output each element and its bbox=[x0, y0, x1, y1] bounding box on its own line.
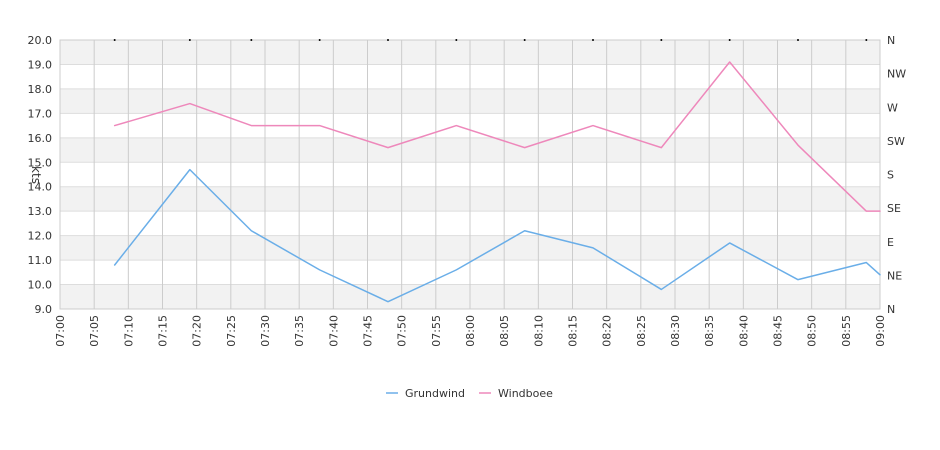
direction-marker bbox=[387, 39, 389, 41]
x-tick-label: 07:10 bbox=[122, 315, 135, 347]
direction-tick-label: SW bbox=[887, 135, 905, 148]
plot-frame bbox=[59, 39, 881, 310]
x-tick-label: 07:15 bbox=[157, 315, 170, 347]
y-tick-label: 14.0 bbox=[28, 181, 53, 194]
x-tick-label: 07:25 bbox=[225, 315, 238, 347]
direction-marker bbox=[660, 39, 663, 41]
x-tick-label: 08:00 bbox=[464, 315, 477, 347]
legend-item-grundwind: Grundwind bbox=[405, 387, 465, 400]
x-tick-label: 08:55 bbox=[840, 315, 853, 347]
x-tick-label: 07:40 bbox=[327, 315, 340, 347]
y-tick-label: 19.0 bbox=[28, 58, 53, 71]
x-tick-label: 07:00 bbox=[54, 315, 67, 347]
y-tick-label: 16.0 bbox=[28, 132, 53, 145]
x-tick-label: 07:50 bbox=[396, 315, 409, 347]
direction-tick-label: NW bbox=[887, 68, 906, 81]
direction-tick-label: N bbox=[887, 303, 895, 316]
x-tick-label: 08:25 bbox=[635, 315, 648, 347]
y-tick-label: 17.0 bbox=[28, 107, 53, 120]
y-axis-label: kts bbox=[29, 166, 43, 184]
y-tick-label: 9.0 bbox=[35, 303, 53, 316]
direction-axis-ticks: N NW W SW S SE E NE N bbox=[887, 34, 906, 316]
direction-marker bbox=[318, 39, 321, 41]
direction-tick-label: N bbox=[887, 34, 895, 47]
direction-marker bbox=[865, 39, 868, 41]
direction-tick-label: E bbox=[887, 236, 894, 249]
direction-marker bbox=[188, 39, 191, 41]
x-tick-label: 07:20 bbox=[191, 315, 204, 347]
y-tick-label: 18.0 bbox=[28, 83, 53, 96]
x-tick-label: 08:30 bbox=[669, 315, 682, 347]
legend: Grundwind Windboee bbox=[386, 387, 553, 400]
y-tick-label: 11.0 bbox=[28, 254, 53, 267]
x-tick-label: 08:45 bbox=[772, 315, 785, 347]
y-tick-label: 12.0 bbox=[28, 230, 53, 243]
x-tick-label: 09:00 bbox=[874, 315, 887, 347]
direction-tick-label: W bbox=[887, 101, 898, 114]
x-axis-ticks: 07:00 07:05 07:10 07:15 07:20 07:25 07:30 07:35… bbox=[54, 315, 887, 347]
x-tick-label: 07:55 bbox=[430, 315, 443, 347]
direction-marker bbox=[523, 39, 526, 41]
y-tick-label: 15.0 bbox=[28, 156, 53, 169]
direction-marker bbox=[592, 39, 594, 41]
direction-marker bbox=[728, 39, 731, 41]
y-tick-label: 10.0 bbox=[28, 279, 53, 292]
direction-tick-label: SE bbox=[887, 202, 901, 215]
x-tick-label: 08:15 bbox=[567, 315, 580, 347]
direction-marker bbox=[455, 39, 458, 41]
direction-tick-label: NE bbox=[887, 269, 902, 282]
direction-marker bbox=[250, 39, 253, 41]
x-tick-label: 08:35 bbox=[703, 315, 716, 347]
x-tick-label: 08:20 bbox=[601, 315, 614, 347]
x-tick-label: 07:35 bbox=[293, 315, 306, 347]
x-tick-label: 07:05 bbox=[88, 315, 101, 347]
series-line-windboee bbox=[113, 61, 881, 212]
y-tick-label: 13.0 bbox=[28, 205, 53, 218]
direction-marker bbox=[797, 39, 799, 41]
direction-markers bbox=[113, 39, 868, 41]
y-axis-ticks: 9.0 10.0 11.0 12.0 13.0 14.0 15.0 16.0 17.0 18.0 1… bbox=[28, 34, 53, 316]
direction-tick-label: S bbox=[887, 169, 894, 182]
x-tick-label: 08:05 bbox=[498, 315, 511, 347]
x-tick-label: 07:45 bbox=[362, 315, 375, 347]
series-lines bbox=[113, 61, 881, 303]
vertical-gridlines bbox=[59, 40, 881, 309]
series-line-grundwind bbox=[113, 168, 881, 303]
x-tick-label: 08:40 bbox=[737, 315, 750, 347]
y-tick-label: 20.0 bbox=[28, 34, 53, 47]
x-tick-label: 07:30 bbox=[259, 315, 272, 347]
x-tick-label: 08:10 bbox=[532, 315, 545, 347]
direction-marker bbox=[113, 39, 116, 41]
x-tick-label: 08:50 bbox=[806, 315, 819, 347]
legend-item-windboee: Windboee bbox=[498, 387, 553, 400]
